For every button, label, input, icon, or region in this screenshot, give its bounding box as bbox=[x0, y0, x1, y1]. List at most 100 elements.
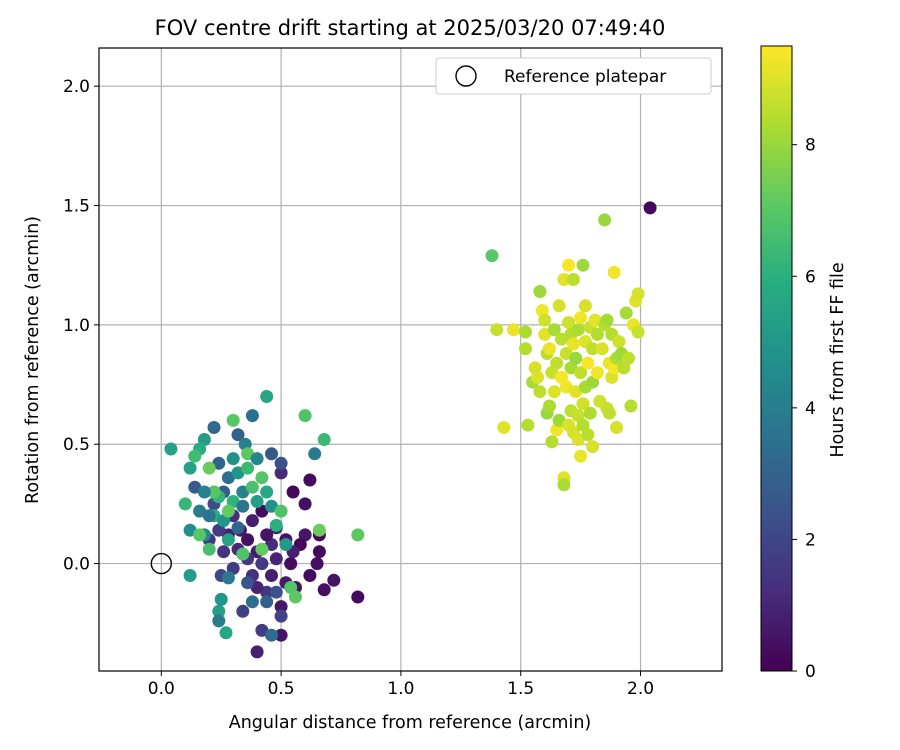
data-point bbox=[631, 287, 645, 301]
data-point bbox=[250, 645, 264, 659]
data-point bbox=[574, 311, 588, 325]
y-tick-label: 0.0 bbox=[63, 555, 90, 575]
data-point bbox=[231, 466, 245, 480]
data-point bbox=[241, 533, 255, 547]
data-point bbox=[197, 485, 211, 499]
y-tick-label: 0.5 bbox=[63, 435, 90, 455]
data-point bbox=[538, 327, 552, 341]
data-point bbox=[533, 385, 547, 399]
data-point bbox=[631, 325, 645, 339]
data-point bbox=[600, 313, 614, 327]
data-point bbox=[221, 504, 235, 518]
data-point bbox=[202, 509, 216, 523]
data-point bbox=[212, 456, 226, 470]
data-point bbox=[289, 590, 302, 604]
data-point bbox=[308, 447, 322, 461]
data-point bbox=[588, 313, 602, 327]
data-point bbox=[317, 583, 331, 597]
data-point bbox=[164, 442, 178, 456]
legend-box bbox=[435, 57, 712, 95]
x-tick-label: 0.0 bbox=[148, 679, 175, 699]
data-point bbox=[543, 399, 556, 413]
data-point bbox=[255, 623, 269, 637]
data-point bbox=[571, 323, 585, 337]
data-point bbox=[241, 576, 255, 590]
data-point bbox=[260, 485, 274, 499]
colorbar-tick-label: 2 bbox=[805, 530, 816, 550]
y-tick-label: 1.5 bbox=[63, 197, 90, 217]
data-point bbox=[303, 569, 317, 582]
x-tick-label: 2.0 bbox=[627, 679, 654, 699]
x-axis-label: Angular distance from reference (arcmin) bbox=[229, 713, 592, 733]
data-point bbox=[547, 385, 561, 399]
data-point bbox=[586, 440, 600, 454]
data-point bbox=[286, 485, 300, 499]
data-point bbox=[576, 258, 590, 272]
data-point bbox=[274, 609, 288, 623]
data-point bbox=[269, 518, 283, 532]
colorbar-tick-label: 6 bbox=[805, 267, 816, 287]
colorbar-ticks: 0 2 4 6 8 bbox=[792, 136, 816, 682]
data-point bbox=[574, 366, 588, 380]
data-point bbox=[193, 504, 207, 518]
data-point bbox=[188, 480, 202, 494]
data-point bbox=[265, 628, 278, 642]
legend: Reference platepar bbox=[435, 57, 712, 95]
data-point bbox=[586, 342, 600, 356]
data-point bbox=[183, 461, 197, 475]
data-point bbox=[607, 265, 621, 279]
data-point bbox=[552, 299, 566, 313]
data-point bbox=[221, 471, 235, 485]
data-point bbox=[571, 433, 585, 446]
data-point bbox=[265, 538, 278, 551]
data-point bbox=[547, 323, 561, 337]
data-point bbox=[245, 595, 259, 609]
data-point bbox=[178, 497, 192, 511]
data-point bbox=[219, 626, 233, 640]
data-point bbox=[255, 471, 269, 485]
data-point bbox=[519, 325, 532, 339]
data-point bbox=[581, 356, 595, 370]
colorbar-tick-label: 0 bbox=[805, 662, 816, 682]
data-point bbox=[533, 285, 547, 298]
data-point bbox=[566, 337, 580, 351]
y-axis-ticks: 0.0 0.5 1.0 1.5 2.0 bbox=[63, 77, 99, 575]
x-tick-label: 0.5 bbox=[268, 679, 295, 699]
x-tick-label: 1.0 bbox=[387, 679, 414, 699]
data-point bbox=[193, 528, 207, 542]
data-point bbox=[617, 361, 631, 375]
data-point bbox=[317, 433, 331, 446]
data-point bbox=[245, 409, 259, 423]
data-point bbox=[221, 571, 235, 585]
colorbar-gradient bbox=[760, 45, 793, 672]
data-point bbox=[207, 485, 221, 499]
data-point bbox=[574, 449, 588, 463]
data-point bbox=[212, 523, 226, 537]
data-point bbox=[545, 435, 559, 449]
x-tick-label: 1.5 bbox=[507, 679, 534, 699]
data-point bbox=[610, 421, 624, 434]
data-point bbox=[564, 361, 578, 375]
y-tick-label: 1.0 bbox=[63, 316, 90, 336]
data-point bbox=[490, 323, 504, 337]
data-point bbox=[260, 595, 274, 609]
data-point bbox=[507, 323, 520, 337]
data-point bbox=[269, 552, 283, 566]
data-point bbox=[602, 406, 616, 420]
data-point bbox=[245, 514, 259, 528]
data-point bbox=[557, 273, 571, 286]
colorbar-label: Hours from first FF file bbox=[828, 262, 848, 457]
data-point bbox=[566, 273, 580, 286]
data-point bbox=[576, 418, 590, 432]
y-tick-label: 2.0 bbox=[63, 77, 90, 97]
colorbar-tick-label: 4 bbox=[805, 399, 816, 419]
data-point bbox=[241, 461, 255, 475]
data-point bbox=[569, 385, 583, 399]
data-point bbox=[562, 258, 576, 272]
data-point bbox=[269, 585, 283, 599]
data-point bbox=[351, 528, 365, 542]
data-point bbox=[351, 590, 365, 604]
data-point bbox=[274, 456, 288, 470]
data-point bbox=[562, 316, 576, 329]
